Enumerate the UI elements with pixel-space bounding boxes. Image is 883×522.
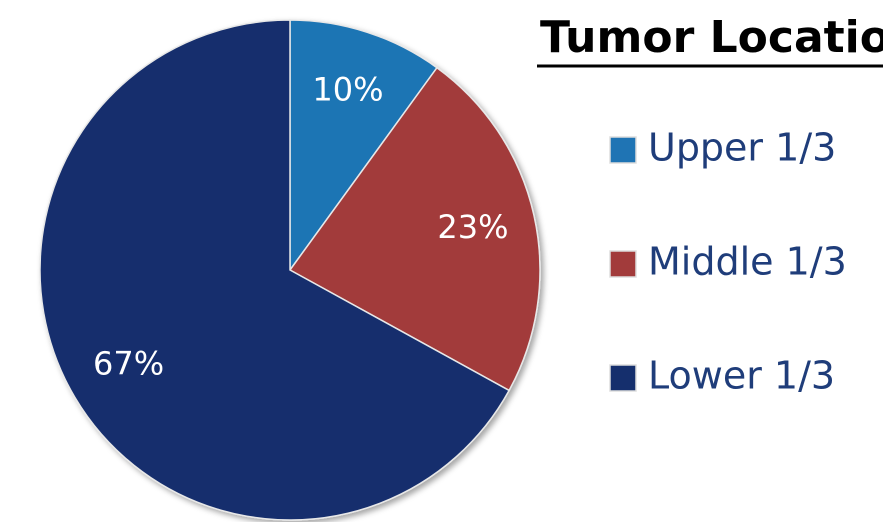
legend-label: Upper 1/3 [648, 126, 836, 170]
pie [39, 19, 541, 521]
pie-slice [289, 19, 438, 273]
legend-swatch [609, 136, 637, 164]
slice-label: 23% [437, 208, 508, 246]
legend-label: Middle 1/3 [648, 240, 847, 284]
chart-title: Tumor Location [540, 12, 883, 63]
legend-label: Lower 1/3 [648, 354, 835, 398]
slice-label: 67% [93, 344, 164, 382]
pie-slice [39, 19, 511, 521]
slice-label: 10% [312, 71, 383, 109]
pie-slice [288, 66, 541, 392]
legend-swatch [609, 364, 637, 392]
legend-swatch [609, 250, 637, 278]
